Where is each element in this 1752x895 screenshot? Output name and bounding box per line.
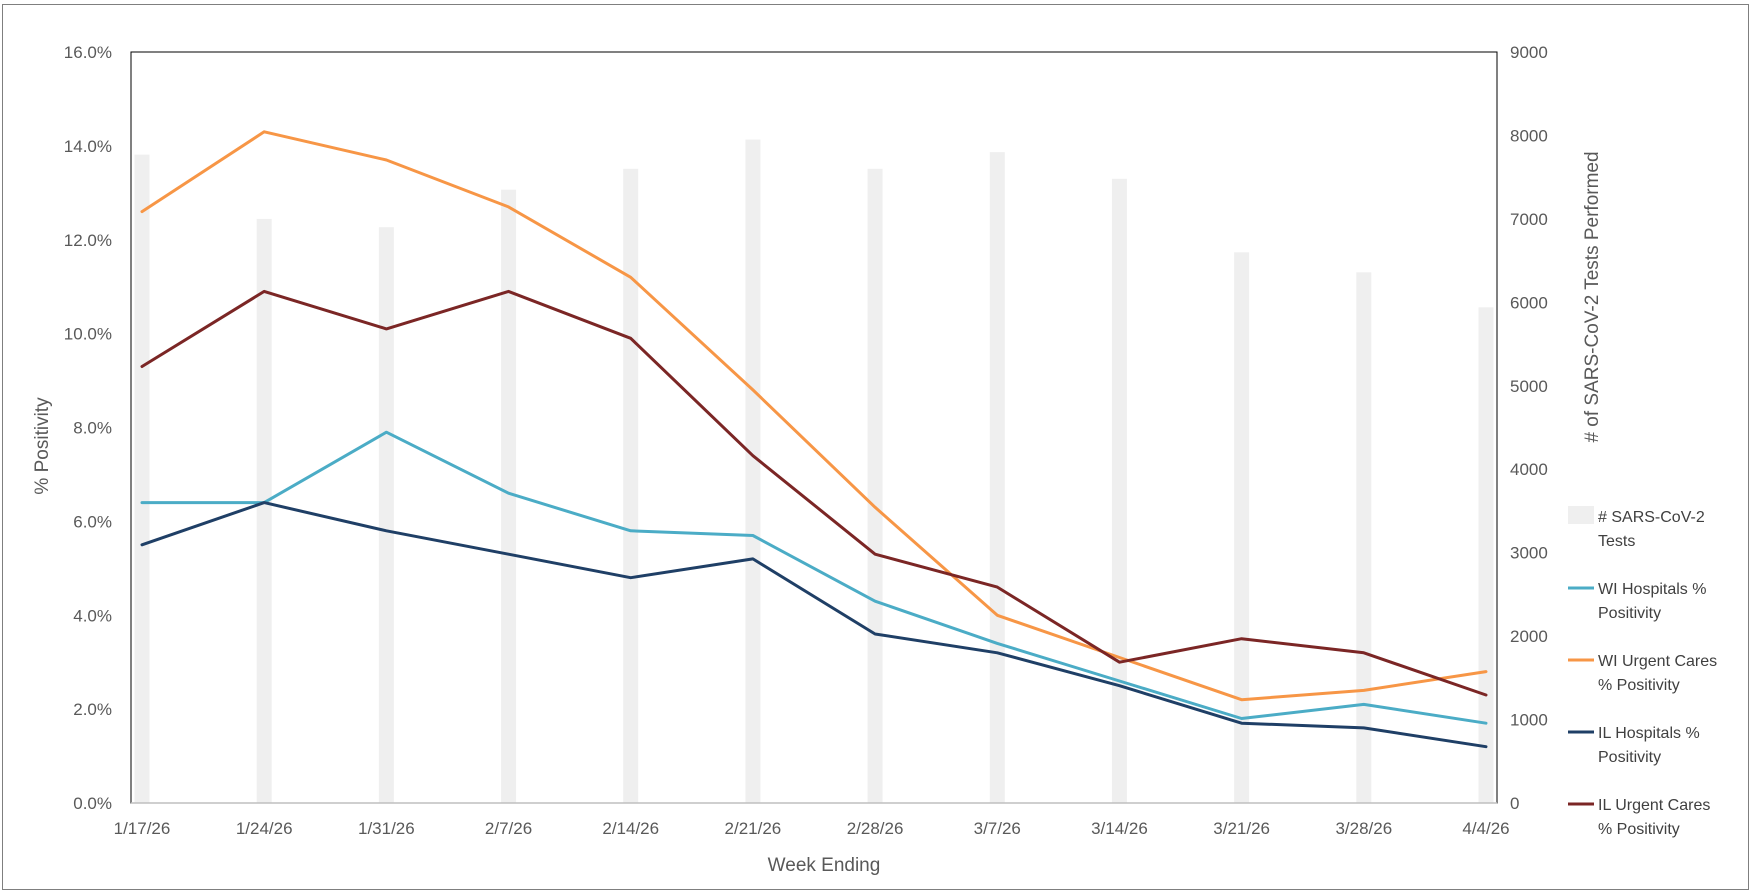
tests-bar: [378, 227, 394, 803]
y-tick-label: 12.0%: [64, 231, 112, 250]
tests-bar: [623, 168, 639, 804]
y-tick-label: 10.0%: [64, 325, 112, 344]
x-tick-label: 1/17/26: [114, 819, 171, 838]
legend-label: # SARS-CoV-2: [1598, 509, 1705, 526]
y-tick-label: 6.0%: [73, 512, 112, 531]
x-tick-label: 2/28/26: [847, 819, 904, 838]
legend-label: % Positivity: [1598, 821, 1680, 838]
y-tick-label: 8.0%: [73, 419, 112, 438]
legend-label: IL Hospitals %: [1598, 725, 1700, 742]
y2-tick-label: 1000: [1510, 711, 1548, 730]
tests-bar: [256, 218, 272, 803]
y-tick-label: 0.0%: [73, 794, 112, 813]
y2-axis-title: # of SARS-CoV-2 Tests Performed: [1582, 151, 1603, 442]
legend-swatch-bar: [1568, 506, 1594, 524]
y2-tick-label: 9000: [1510, 43, 1548, 62]
y-tick-label: 2.0%: [73, 700, 112, 719]
y-tick-label: 14.0%: [64, 137, 112, 156]
legend-label: Tests: [1598, 533, 1635, 550]
y-ticks-layer: 0.0% 2.0% 4.0% 6.0% 8.0% 10.0% 12.0% 14.0% 16.0%: [64, 43, 112, 813]
y2-tick-label: 6000: [1510, 293, 1548, 312]
x-tick-label: 4/4/26: [1462, 819, 1509, 838]
tests-bar: [1234, 252, 1250, 803]
y2-tick-label: 2000: [1510, 627, 1548, 646]
legend-label: Positivity: [1598, 749, 1661, 766]
y-tick-label: 16.0%: [64, 43, 112, 62]
tests-bar: [1111, 178, 1127, 803]
legend-label: WI Urgent Cares: [1598, 653, 1717, 670]
y2-ticks-layer: 0 1000 2000 3000 4000 5000 6000 7000 8000 9000: [1510, 43, 1548, 813]
x-tick-label: 3/21/26: [1213, 819, 1270, 838]
y-tick-label: 4.0%: [73, 606, 112, 625]
series-line-wi-urgent-cares-positivity: [140, 130, 1488, 702]
x-tick-label: 1/31/26: [358, 819, 415, 838]
x-ticks-layer: 1/17/26 1/24/26 1/31/26 2/7/26 2/14/26 2/21/2…: [114, 819, 1510, 838]
y2-tick-label: 8000: [1510, 126, 1548, 145]
y-axis-title: % Positivity: [32, 397, 53, 495]
bars-layer: [134, 139, 1494, 804]
legend-label: Positivity: [1598, 605, 1661, 622]
x-tick-label: 3/7/26: [974, 819, 1021, 838]
x-tick-label: 2/21/26: [725, 819, 782, 838]
y2-tick-label: 5000: [1510, 377, 1548, 396]
x-tick-label: 3/14/26: [1091, 819, 1148, 838]
tests-bar: [1478, 307, 1494, 803]
legend-label: WI Hospitals %: [1598, 581, 1706, 598]
x-tick-label: 3/28/26: [1335, 819, 1392, 838]
tests-bar: [134, 154, 150, 804]
lines-layer: [140, 130, 1488, 749]
y2-tick-label: 0: [1510, 794, 1519, 813]
tests-bar: [867, 168, 883, 804]
y2-tick-label: 7000: [1510, 210, 1548, 229]
tests-bar: [1356, 272, 1372, 803]
series-line-il-hospitals-positivity: [140, 501, 1488, 749]
x-tick-label: 2/7/26: [485, 819, 532, 838]
y2-tick-label: 3000: [1510, 544, 1548, 563]
y2-tick-label: 4000: [1510, 460, 1548, 479]
tests-bar: [745, 139, 761, 803]
series-line-il-urgent-cares-positivity: [140, 289, 1488, 697]
legend: # SARS-CoV-2 Tests WI Hospitals % Positivit…: [1568, 506, 1717, 838]
legend-label: % Positivity: [1598, 677, 1680, 694]
x-tick-label: 2/14/26: [602, 819, 659, 838]
tests-bar: [501, 189, 517, 803]
series-line-wi-hospitals-positivity: [140, 430, 1488, 725]
x-tick-label: 1/24/26: [236, 819, 293, 838]
plot-area-border: [130, 51, 1498, 804]
tests-bar: [989, 152, 1005, 804]
legend-label: IL Urgent Cares: [1598, 797, 1710, 814]
x-axis-title: Week Ending: [768, 855, 881, 876]
